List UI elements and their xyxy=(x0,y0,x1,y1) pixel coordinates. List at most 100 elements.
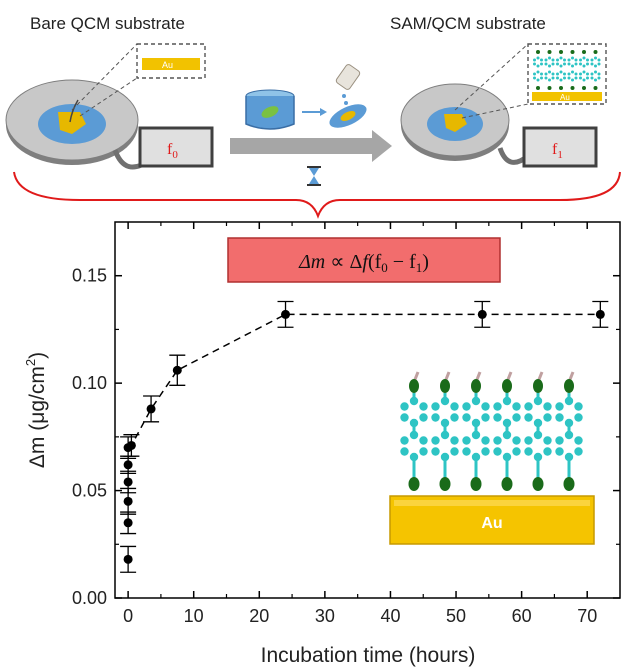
immersion-beaker-icon xyxy=(245,89,295,130)
mini-atom xyxy=(597,72,601,76)
mini-atom xyxy=(586,58,589,62)
molecule-anchor xyxy=(470,477,482,491)
x-tick-label: 10 xyxy=(184,606,204,626)
mini-atom xyxy=(571,56,574,60)
ring-atom xyxy=(462,413,471,422)
ring-atom xyxy=(493,402,502,411)
ring-atom xyxy=(481,436,490,445)
mini-atom xyxy=(556,76,559,80)
ring-atom xyxy=(431,436,440,445)
mini-atom xyxy=(536,78,540,82)
data-point xyxy=(123,496,133,506)
ring-atom xyxy=(462,402,471,411)
mini-atom xyxy=(548,56,551,60)
mini-atom xyxy=(559,70,563,74)
mini-head xyxy=(582,50,586,54)
mini-atom xyxy=(559,78,563,82)
sam-molecule xyxy=(524,371,552,491)
f0-meter xyxy=(138,126,214,168)
y-tick-label: 0.05 xyxy=(72,481,107,501)
ring-atom xyxy=(493,436,502,445)
ring-atom xyxy=(574,447,583,456)
mini-atom xyxy=(594,56,597,60)
molecule-anchor xyxy=(563,477,575,491)
sam-qcm-disk xyxy=(400,83,550,165)
ring-atom xyxy=(431,413,440,422)
ring-atom xyxy=(524,447,533,456)
ring-atom xyxy=(419,447,428,456)
ring-atom xyxy=(512,436,521,445)
x-axis: 0 10 20 30 40 50 60 70 xyxy=(123,222,597,626)
mini-atom xyxy=(567,72,571,76)
ring-atom xyxy=(524,436,533,445)
mini-atom xyxy=(594,70,597,74)
mini-head xyxy=(536,50,540,54)
ring-atom xyxy=(555,413,564,422)
sam-inset: Au xyxy=(389,371,595,545)
mini-atom xyxy=(533,58,536,62)
ring-atom xyxy=(574,413,583,422)
mini-atom xyxy=(594,78,597,82)
data-point xyxy=(123,518,133,528)
data-point xyxy=(477,309,487,319)
ring-atom xyxy=(462,436,471,445)
sam-qcm-label: SAM/QCM substrate xyxy=(390,14,546,33)
data-point xyxy=(126,440,136,450)
mini-atom xyxy=(536,56,540,60)
sam-molecule xyxy=(493,371,521,491)
mini-atom xyxy=(574,58,578,62)
molecule-anchor xyxy=(408,477,420,491)
mini-atom xyxy=(586,76,589,80)
ring-atom xyxy=(574,436,583,445)
formula-text: Δm ∝ Δf(f0 − f1) xyxy=(298,251,429,275)
mini-atom xyxy=(574,62,578,66)
ring-atom xyxy=(512,447,521,456)
mini-atom xyxy=(556,72,559,76)
mini-atom xyxy=(590,72,594,76)
red-brace xyxy=(13,171,621,219)
x-tick-label: 20 xyxy=(249,606,269,626)
molecule-head xyxy=(409,379,419,393)
x-tick-label: 40 xyxy=(380,606,400,626)
mini-atom xyxy=(548,70,551,74)
molecule-head xyxy=(502,379,512,393)
trend-line xyxy=(127,313,601,449)
mini-atom xyxy=(559,56,563,60)
mini-atom xyxy=(544,76,548,80)
data-point xyxy=(146,404,156,414)
ring-atom xyxy=(543,447,552,456)
y-tick-label: 0.10 xyxy=(72,373,107,393)
ring-atom xyxy=(512,402,521,411)
mini-atom xyxy=(544,72,548,76)
ring-atom xyxy=(431,402,440,411)
x-tick-label: 70 xyxy=(577,606,597,626)
x-tick-label: 50 xyxy=(446,606,466,626)
data-point xyxy=(172,365,182,375)
mini-sam-layer xyxy=(533,50,601,90)
data-point xyxy=(123,477,133,487)
mini-atom xyxy=(540,62,543,66)
sam-au-text: Au xyxy=(560,93,570,102)
data-point xyxy=(281,309,291,319)
ring-atom xyxy=(543,413,552,422)
mini-atom xyxy=(574,76,578,80)
sam-molecule xyxy=(555,371,583,491)
mini-atom xyxy=(590,58,594,62)
mini-atom xyxy=(586,62,589,66)
mini-anchor xyxy=(536,86,540,90)
sam-molecule xyxy=(431,371,459,491)
mini-atom xyxy=(567,62,571,66)
ring-atom xyxy=(462,447,471,456)
ring-atom xyxy=(450,447,459,456)
bare-qcm-disk xyxy=(5,79,172,170)
mini-atom xyxy=(551,72,555,76)
y-tick-label: 0.15 xyxy=(72,266,107,286)
mini-atom xyxy=(544,62,548,66)
mini-atom xyxy=(579,76,582,80)
formula-box: Δm ∝ Δf(f0 − f1) xyxy=(227,237,501,283)
mini-head xyxy=(559,50,563,54)
mini-atom xyxy=(571,78,574,82)
molecule-anchor xyxy=(439,477,451,491)
bare-zoom-box xyxy=(136,43,206,79)
